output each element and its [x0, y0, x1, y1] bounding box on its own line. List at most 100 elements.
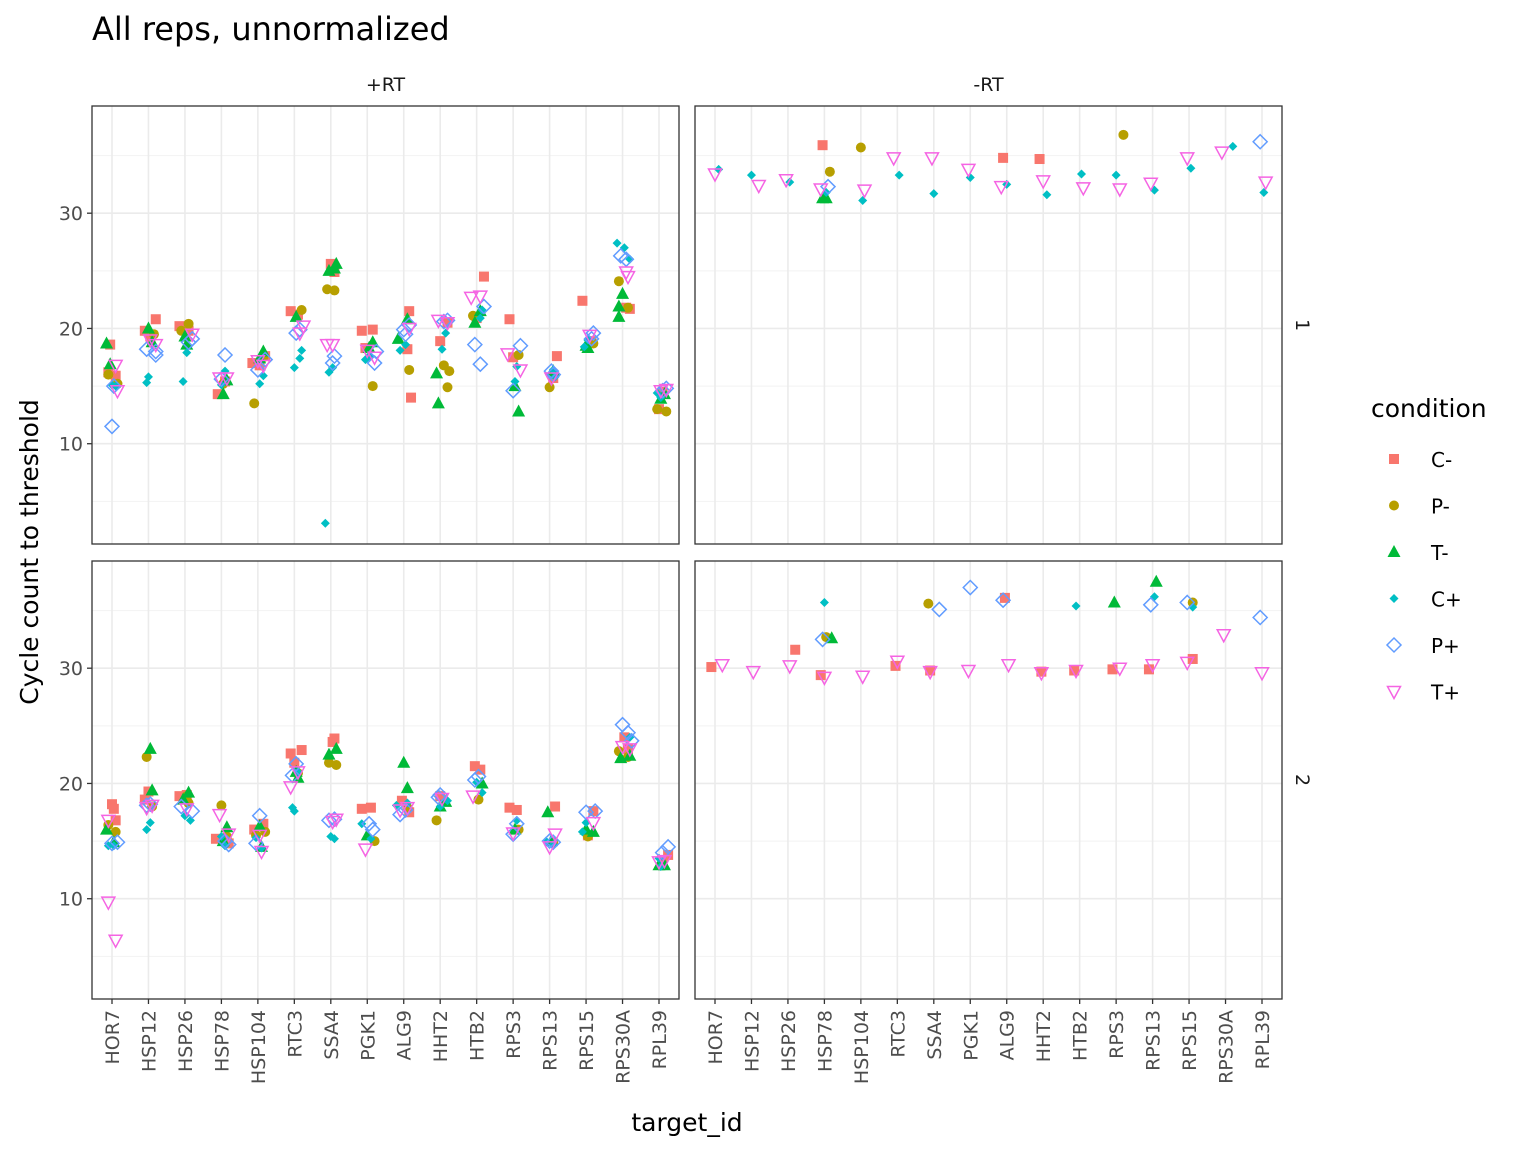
data-point [998, 152, 1009, 163]
data-point [578, 804, 595, 821]
legend-key [1387, 545, 1401, 557]
data-point [894, 170, 904, 180]
data-point [220, 373, 234, 386]
data-point [613, 276, 624, 287]
data-point [541, 841, 558, 856]
data-point [623, 743, 634, 754]
data-point [1068, 664, 1084, 680]
data-point [439, 316, 456, 332]
data-point [1112, 183, 1128, 198]
data-point [925, 665, 936, 676]
data-point [406, 392, 417, 403]
data-point [714, 658, 731, 674]
legend-entry-C-: C- [1389, 448, 1452, 472]
x-tick-label: HSP26 [175, 1010, 197, 1072]
y-tick-label: 10 [59, 434, 83, 456]
data-point [395, 321, 412, 338]
data-point [359, 344, 376, 359]
data-point [463, 291, 479, 306]
data-point [442, 317, 453, 328]
data-point [924, 152, 940, 167]
data-point [289, 757, 300, 768]
data-point [100, 896, 117, 911]
data-point [178, 376, 188, 386]
legend-entry-C+: C+ [1389, 588, 1462, 612]
legend-entry-P+: P+ [1385, 634, 1460, 658]
data-point [1252, 609, 1269, 626]
data-point [511, 804, 522, 815]
series-T+ [107, 266, 675, 400]
legend-label: C+ [1431, 588, 1462, 612]
data-point [431, 396, 445, 409]
data-point [435, 313, 452, 330]
data-point [396, 795, 407, 806]
data-point [442, 382, 453, 393]
data-point [922, 665, 938, 681]
data-point [706, 662, 717, 673]
data-point [110, 370, 121, 381]
data-point [145, 818, 155, 828]
data-point [856, 184, 873, 199]
data-point [1071, 601, 1081, 611]
data-point [329, 741, 343, 754]
x-tick-label: RPS3 [1106, 1010, 1128, 1059]
legend-label: T+ [1430, 681, 1460, 705]
data-point [216, 387, 230, 400]
data-point [366, 351, 383, 366]
data-point [320, 518, 330, 528]
data-point [100, 336, 114, 349]
panel-border [694, 105, 1283, 545]
data-point [923, 598, 934, 609]
data-point [1035, 175, 1051, 190]
x-tick-label: PGK1 [960, 1010, 982, 1061]
data-point [142, 825, 152, 835]
data-point [1186, 163, 1196, 173]
data-point [296, 305, 307, 316]
y-tick-label: 30 [59, 658, 83, 680]
x-tick-label: HHT2 [430, 1010, 452, 1062]
x-tick-label: HHT2 [1033, 1010, 1055, 1062]
x-tick-label: ALG9 [394, 1010, 416, 1060]
data-point [103, 369, 114, 380]
data-point [1112, 662, 1128, 677]
data-point [707, 168, 723, 183]
data-point [326, 831, 336, 841]
data-point [247, 358, 258, 369]
data-point [103, 835, 121, 852]
data-point [401, 322, 417, 338]
y-tick-label: 20 [59, 318, 83, 340]
data-point [1000, 658, 1017, 674]
data-point [1214, 146, 1230, 161]
data-point [400, 312, 414, 325]
data-point [816, 671, 833, 686]
data-point [435, 336, 446, 347]
x-tick-label: HSP104 [248, 1010, 270, 1084]
data-point [854, 670, 871, 685]
data-point [505, 382, 522, 399]
data-point [107, 359, 124, 374]
data-point [402, 344, 413, 355]
x-tick-label: RPL39 [649, 1010, 671, 1069]
data-point [331, 760, 342, 771]
data-point [141, 751, 152, 762]
series-T+ [100, 740, 673, 949]
data-point [931, 601, 948, 618]
data-point [435, 791, 446, 802]
x-tick-label: HSP12 [741, 1010, 763, 1072]
data-point [212, 389, 223, 400]
data-point [289, 363, 299, 373]
data-point [781, 660, 798, 675]
data-point [1075, 182, 1092, 197]
data-point [437, 344, 447, 354]
data-point [109, 834, 126, 851]
data-point [579, 342, 589, 352]
data-point [545, 834, 562, 851]
data-point [466, 771, 483, 789]
data-point [296, 745, 307, 756]
data-point [145, 783, 159, 796]
data-point [174, 791, 185, 802]
legend-label: T- [1430, 541, 1449, 565]
data-point [184, 803, 201, 820]
data-point [1036, 666, 1047, 677]
data-point [550, 801, 561, 812]
